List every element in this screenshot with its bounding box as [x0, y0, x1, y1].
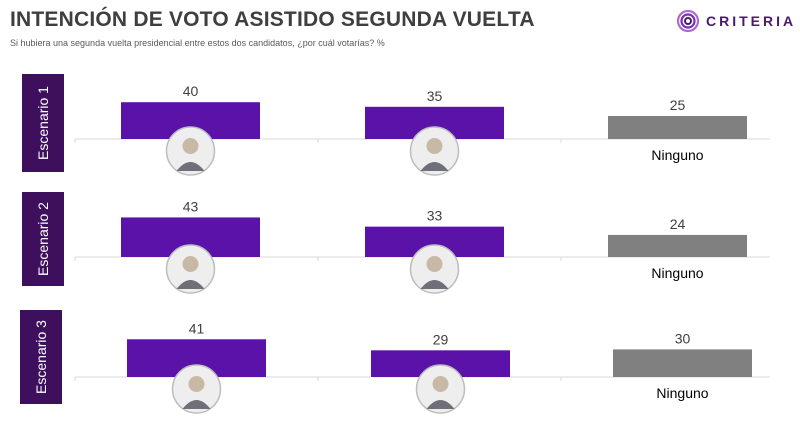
- candidate-photo-head: [426, 256, 443, 272]
- bar-ninguno: [608, 234, 747, 257]
- panel-label: Escenario 3: [33, 320, 49, 394]
- chart-title: INTENCIÓN DE VOTO ASISTIDO SEGUNDA VUELT…: [10, 8, 535, 31]
- panel-label: Escenario 1: [35, 86, 51, 160]
- data-label: 25: [670, 97, 686, 113]
- chart-subtitle: Si hubiera una segunda vuelta presidenci…: [10, 38, 385, 48]
- criteria-logo: CRITERIA: [676, 9, 796, 33]
- panel-label-box: [22, 74, 64, 172]
- candidate-photo-head: [182, 138, 199, 154]
- candidate-photo-body: [426, 400, 455, 409]
- data-label: 40: [183, 83, 199, 99]
- candidate-photo-head: [188, 376, 205, 392]
- data-label: 33: [427, 208, 443, 224]
- candidate-photo-body: [182, 400, 211, 409]
- data-label: 24: [670, 216, 686, 232]
- panel-label-box: [22, 192, 64, 286]
- bar-ninguno: [608, 116, 747, 139]
- criteria-logo-text: CRITERIA: [706, 13, 797, 29]
- category-label: Ninguno: [656, 385, 708, 401]
- bar-ninguno: [613, 349, 752, 377]
- candidate-photo-body: [176, 162, 205, 171]
- category-label: Ninguno: [651, 147, 703, 163]
- candidate-photo-body: [420, 162, 449, 171]
- category-label: Ninguno: [651, 265, 703, 281]
- data-label: 29: [433, 331, 449, 347]
- candidate-photo-head: [432, 376, 449, 392]
- data-label: 30: [675, 330, 691, 346]
- data-label: 43: [183, 198, 199, 214]
- candidate-photo-body: [176, 280, 205, 289]
- candidate-photo-head: [182, 256, 199, 272]
- panel-label-box: [20, 310, 62, 404]
- candidate-photo-head: [426, 138, 443, 154]
- panel-label: Escenario 2: [35, 202, 51, 276]
- criteria-logo-icon: [676, 9, 700, 33]
- data-label: 35: [427, 88, 443, 104]
- data-label: 41: [189, 320, 205, 336]
- candidate-photo-body: [420, 280, 449, 289]
